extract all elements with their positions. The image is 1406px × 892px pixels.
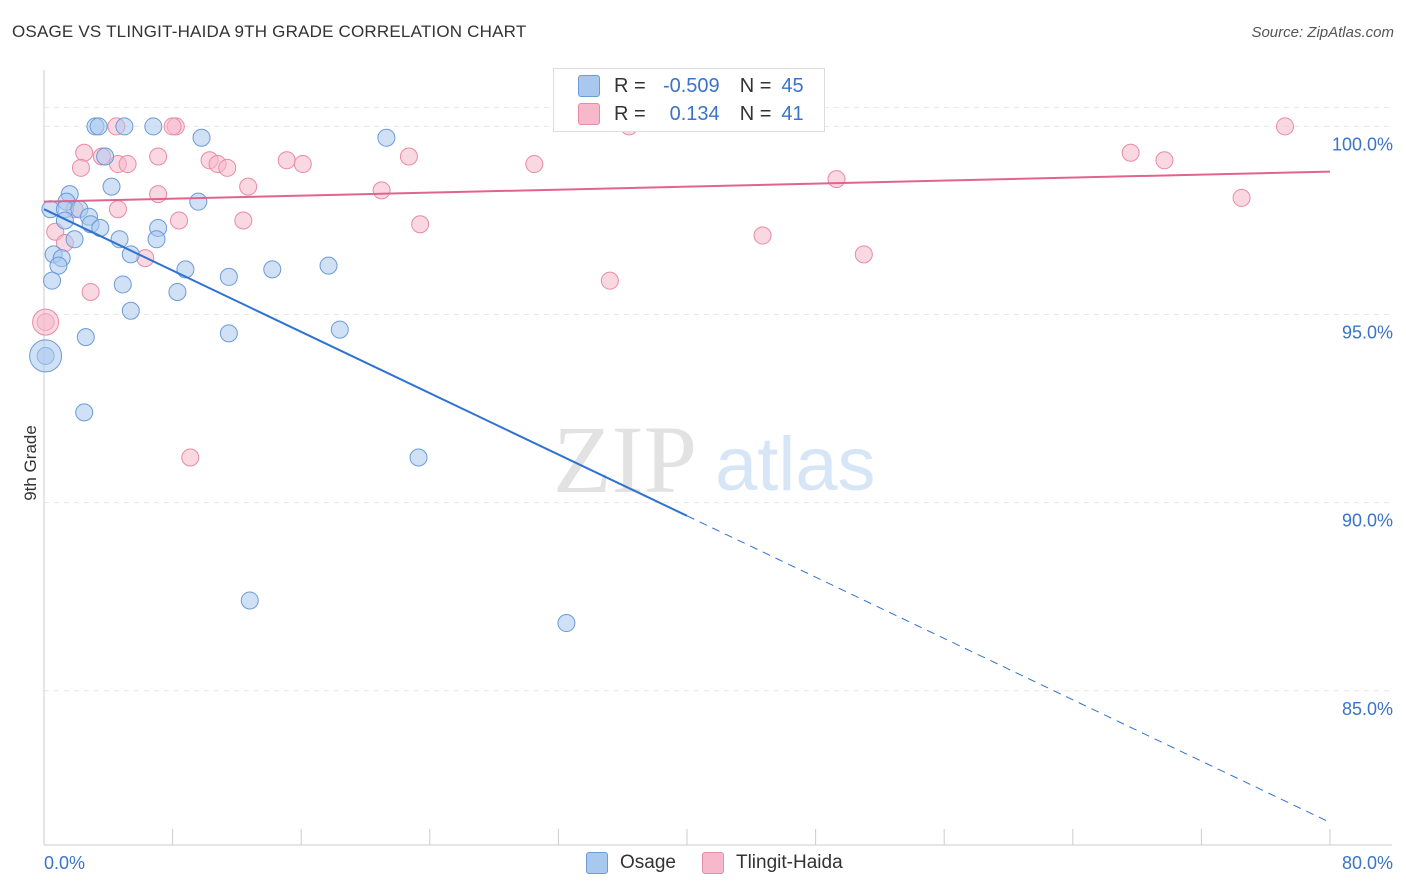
legend-label-osage: Osage [620,852,676,873]
watermark-atlas: atlas [715,422,876,507]
osage-point [102,177,121,196]
watermark: ZIP atlas [553,406,876,513]
osage-point [319,256,338,275]
y-tick-label: 100.0% [1332,134,1393,154]
osage-point [263,260,282,279]
legend-item-tlingit: Tlingit-Haida [701,852,843,874]
tlingit-swatch [578,103,600,125]
n-label: N = [739,74,772,97]
osage-point [189,192,208,211]
y-tick-label: 90.0% [1342,511,1393,531]
tlingit-haida-point [181,448,200,467]
n-value-tlingit: 41 [781,102,804,125]
osage-trend-line [43,208,688,517]
tlingit-haida-point [149,147,168,166]
tlingit-haida-point [1275,117,1294,136]
y-tick-label: 95.0% [1342,323,1393,343]
r-label: R = [614,102,646,125]
trend-lines [43,170,1331,823]
tlingit-haida-point [163,117,182,136]
tlingit-haida-point [218,158,237,177]
osage-point [219,267,238,286]
legend-row-tlingit: R = 0.134 N = 41 [578,101,804,127]
osage-point [168,282,187,301]
legend-row-osage: R = -0.509 N = 45 [578,73,804,99]
osage-point [330,320,349,339]
osage-point [75,403,94,422]
tlingit-haida-trend-line [43,170,1331,203]
n-value-osage: 45 [781,74,804,97]
osage-point [192,128,211,147]
tlingit-haida-point [118,155,137,174]
tlingit-haida-point [81,282,100,301]
tlingit-haida-point [234,211,253,230]
osage-point [176,260,195,279]
y-tick-label: 85.0% [1342,699,1393,719]
osage-point [65,230,84,249]
tlingit-haida-point [71,158,90,177]
r-value-tlingit: 0.134 [669,102,720,125]
tlingit-haida-point [827,170,846,189]
osage-point [147,230,166,249]
osage-point [144,117,163,136]
osage-point [219,324,238,343]
source-label: Source: ZipAtlas.com [1251,24,1394,41]
tlingit-haida-point [399,147,418,166]
osage-point [55,211,74,230]
osage-point [377,128,396,147]
watermark-zip: ZIP [553,406,697,513]
tlingit-haida-point [753,226,772,245]
tlingit-haida-point [1232,188,1251,207]
tlingit-haida-point [239,177,258,196]
osage-point [29,339,63,373]
chart-title: OSAGE VS TLINGIT-HAIDA 9TH GRADE CORRELA… [12,22,527,41]
r-label: R = [614,74,646,97]
tlingit-haida-point [293,155,312,174]
osage-point [113,275,132,294]
osage-point [557,614,576,633]
tlingit-haida-point [372,181,391,200]
r-value-osage: -0.509 [662,74,720,97]
tlingit-haida-point [854,245,873,264]
osage-point [89,117,108,136]
osage-swatch [586,852,608,874]
tlingit-haida-point [108,200,127,219]
tick-labels: 85.0% 90.0% 95.0% 100.0% 0.0% 80.0% [44,134,1393,873]
legend-item-osage: Osage [586,852,676,874]
tlingit-haida-point [32,308,60,336]
tlingit-haida-point [75,143,94,162]
tlingit-haida-point [1121,143,1140,162]
tlingit-haida-point [600,271,619,290]
correlation-legend: R = -0.509 N = 45 R = 0.134 N = 41 [553,68,825,132]
n-label: N = [739,102,772,125]
legend-label-tlingit: Tlingit-Haida [735,852,843,873]
tlingit-haida-point [411,215,430,234]
tlingit-swatch [701,852,724,874]
osage-point [43,271,62,290]
tlingit-haida-point [170,211,189,230]
osage-trend-extension [686,515,1331,823]
osage-point [49,256,68,275]
tlingit-haida-points [32,117,1294,467]
osage-point [76,328,95,347]
y-axis-label: 9th Grade [21,425,40,501]
series-legend: Osage Tlingit-Haida [586,852,869,874]
osage-point [96,147,115,166]
osage-point [240,591,259,610]
axes [43,70,1392,846]
tlingit-haida-point [1155,151,1174,170]
x-tick-label: 80.0% [1342,853,1393,873]
osage-point [115,117,134,136]
osage-swatch [578,75,600,97]
tlingit-haida-point [277,151,296,170]
osage-point [409,448,428,467]
osage-point [121,301,140,320]
tlingit-haida-point [525,155,544,174]
x-tick-label: 0.0% [44,853,85,873]
